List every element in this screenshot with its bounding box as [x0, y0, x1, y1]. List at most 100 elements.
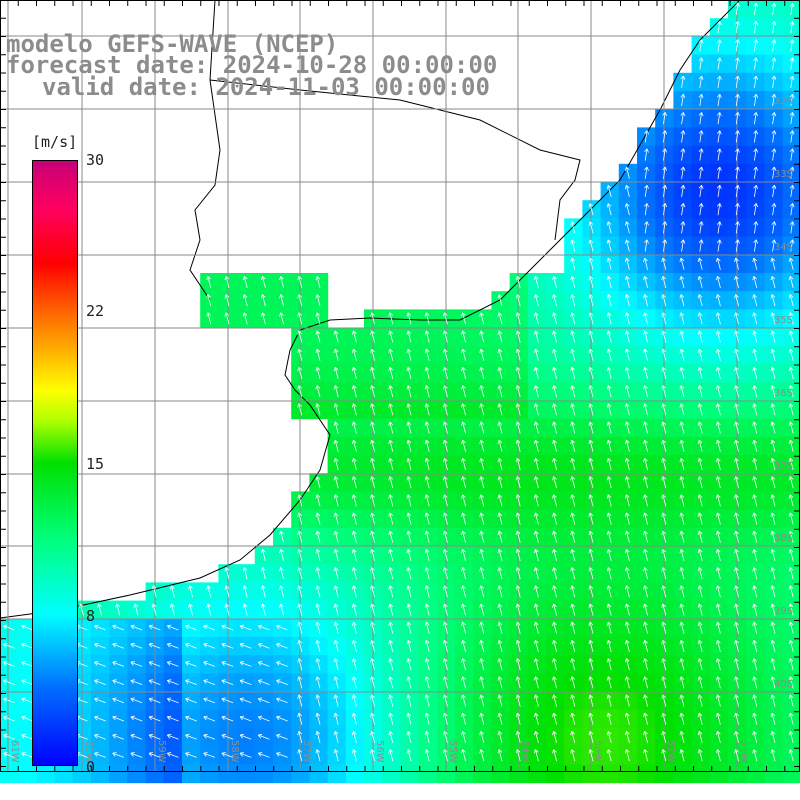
colorbar	[32, 160, 78, 766]
wind-arrow	[643, 549, 648, 562]
wind-arrow	[698, 148, 704, 161]
wind-arrow	[697, 731, 703, 744]
wind-arrow	[661, 658, 667, 671]
wind-arrow	[752, 549, 758, 562]
wind-arrow	[130, 642, 143, 649]
wind-arrow	[606, 403, 612, 416]
wind-arrow	[644, 184, 649, 198]
wind-arrow	[770, 439, 776, 452]
wind-arrow	[552, 403, 557, 416]
wind-arrow	[570, 658, 576, 671]
wind-arrow	[333, 549, 339, 562]
wind-arrow	[789, 75, 795, 88]
wind-arrow	[734, 731, 739, 744]
wind-arrow	[697, 312, 703, 325]
wind-arrow	[661, 712, 667, 725]
wind-arrow	[297, 385, 303, 398]
wind-arrow	[276, 733, 288, 740]
wind-arrow	[789, 57, 795, 70]
wind-arrow	[21, 697, 34, 704]
wind-arrow	[752, 676, 758, 689]
wind-arrow	[78, 603, 84, 616]
wind-arrow	[515, 385, 521, 398]
wind-arrow	[771, 239, 777, 252]
wind-arrow	[606, 257, 612, 270]
wind-arrow	[406, 603, 412, 616]
wind-arrow	[570, 348, 576, 361]
wind-arrow	[351, 330, 357, 343]
wind-arrow	[279, 603, 284, 616]
wind-arrow	[624, 367, 630, 380]
wind-arrow	[279, 312, 284, 325]
wind-arrow	[279, 549, 284, 562]
wind-arrow	[297, 512, 303, 525]
wind-arrow	[515, 512, 521, 525]
wind-arrow	[588, 221, 594, 234]
wind-arrow	[203, 733, 216, 740]
wind-arrow	[297, 494, 303, 507]
longitude-label: 53W	[592, 740, 603, 763]
wind-arrow	[570, 385, 576, 398]
wind-arrow	[661, 694, 667, 707]
wind-arrow	[588, 694, 594, 707]
forecast-date: forecast date: 2024-10-28 00:00:00	[6, 51, 498, 79]
wind-arrow	[624, 439, 630, 452]
wind-arrow	[662, 239, 668, 252]
field-cell	[436, 764, 456, 784]
wind-arrow	[3, 697, 15, 704]
wind-arrow	[588, 203, 594, 216]
wind-arrow	[166, 642, 179, 649]
wind-arrow	[424, 549, 430, 562]
wind-arrow	[716, 57, 722, 70]
wind-arrow	[788, 421, 794, 434]
wind-arrow	[461, 603, 466, 616]
wind-arrow	[479, 585, 485, 598]
field-cell	[782, 546, 800, 565]
wind-arrow	[370, 567, 375, 580]
colorbar-tick-0: 0	[86, 758, 96, 776]
wind-arrow	[697, 549, 703, 562]
wind-arrow	[552, 330, 557, 343]
wind-arrow	[424, 367, 430, 380]
wind-arrow	[624, 239, 630, 252]
wind-arrow	[770, 658, 776, 671]
wind-arrow	[3, 642, 15, 649]
field-cell	[473, 764, 492, 784]
wind-arrow	[716, 130, 722, 143]
wind-arrow	[203, 624, 216, 631]
wind-arrow	[242, 294, 248, 307]
wind-arrow	[570, 421, 576, 434]
wind-arrow	[166, 661, 179, 667]
wind-arrow	[752, 658, 758, 671]
wind-arrow	[224, 276, 230, 289]
wind-arrow	[221, 642, 234, 649]
wind-arrow	[752, 385, 758, 398]
wind-arrow	[497, 694, 503, 707]
wind-arrow	[643, 439, 648, 452]
wind-arrow	[442, 640, 448, 653]
wind-arrow	[388, 676, 394, 689]
wind-arrow	[333, 567, 339, 580]
wind-arrow	[752, 567, 758, 580]
wind-arrow	[552, 367, 557, 380]
wind-arrow	[461, 403, 466, 416]
wind-arrow	[297, 603, 303, 616]
wind-arrow	[497, 658, 503, 671]
wind-arrow	[606, 530, 612, 543]
wind-arrow	[388, 530, 394, 543]
wind-arrow	[661, 512, 667, 525]
wind-arrow	[570, 367, 576, 380]
wind-arrow	[479, 621, 485, 634]
wind-arrow	[734, 712, 739, 725]
wind-arrow	[697, 585, 703, 598]
wind-arrow	[771, 221, 777, 234]
wind-arrow	[497, 731, 503, 744]
wind-arrow	[661, 367, 667, 380]
wind-arrow	[388, 749, 394, 762]
wind-arrow	[552, 749, 557, 762]
latitude-label: 36S	[774, 388, 793, 399]
wind-arrow	[297, 330, 303, 343]
wind-arrow	[442, 458, 448, 471]
wind-arrow	[315, 731, 321, 744]
